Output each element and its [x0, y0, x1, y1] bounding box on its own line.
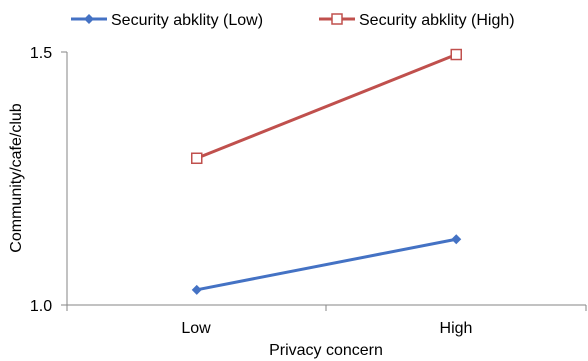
legend-marker-security-high [331, 13, 343, 25]
x-axis-title: Privacy concern [269, 342, 383, 359]
data-point-s1-1 [450, 48, 462, 61]
y-tick-label-bottom: 1.0 [30, 298, 52, 315]
data-point-s1-0 [191, 152, 203, 165]
legend-marker-security-low [84, 14, 94, 24]
plot-area [191, 48, 462, 295]
legend: Security abklity (Low) Security abklity … [71, 12, 515, 29]
legend-label-security-low: Security abklity (Low) [111, 12, 263, 29]
y-tick-label-top: 1.5 [30, 45, 52, 62]
x-tick-label-high: High [440, 320, 473, 337]
legend-label-security-high: Security abklity (High) [359, 12, 515, 29]
legend-item-security-low: Security abklity (Low) [71, 12, 263, 29]
data-point-s0-0 [191, 284, 202, 295]
legend-item-security-high: Security abklity (High) [319, 12, 515, 29]
series-line-0 [196, 237, 457, 292]
data-point-s0-1 [451, 234, 462, 245]
series-line-1 [196, 53, 457, 160]
x-tick-label-low: Low [181, 320, 211, 337]
y-axis-title: Community/cafe/club [8, 103, 25, 252]
